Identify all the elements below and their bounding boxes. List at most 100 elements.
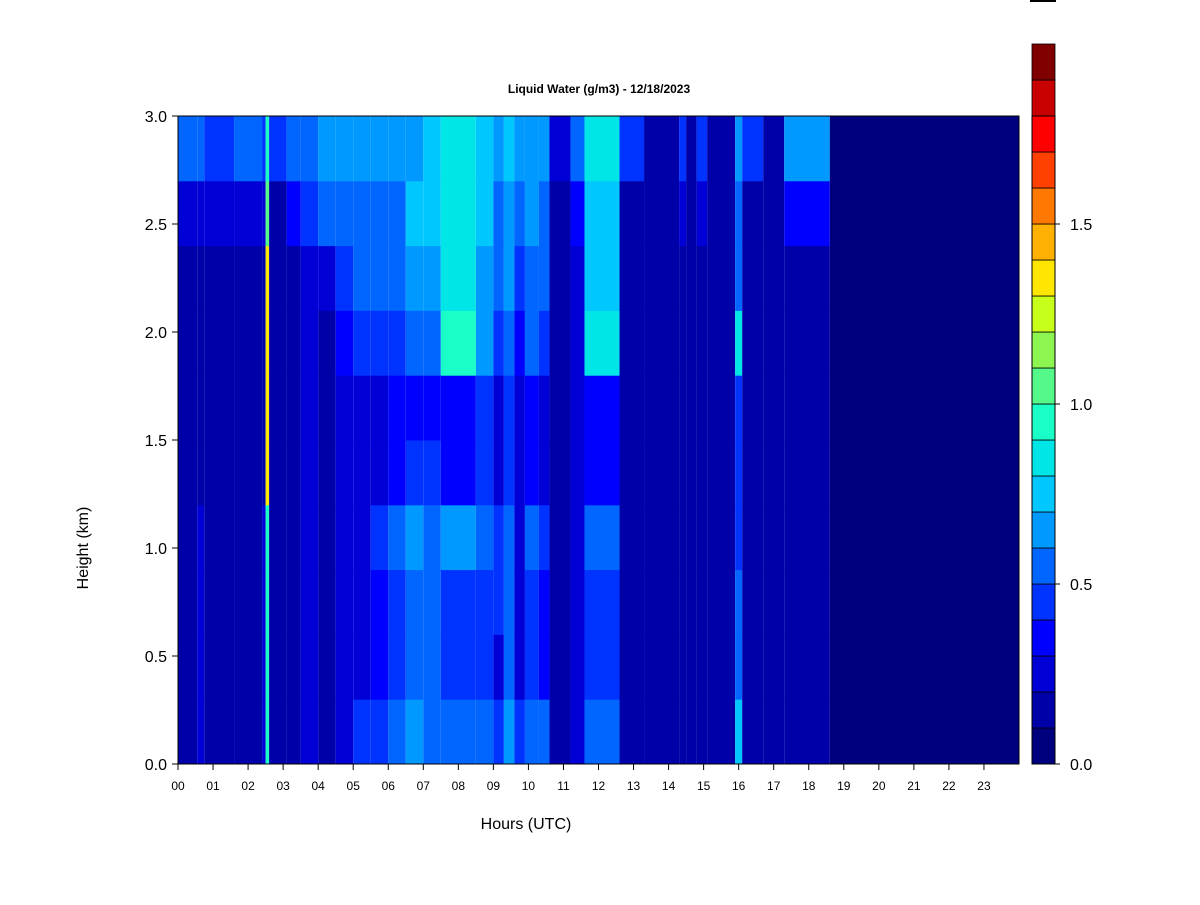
heatmap-cell bbox=[265, 245, 270, 311]
heatmap-cell bbox=[197, 699, 205, 765]
heatmap-cell bbox=[524, 180, 539, 247]
heatmap-cell bbox=[549, 116, 571, 182]
colorbar-swatch bbox=[1031, 43, 1056, 81]
heatmap-cell bbox=[538, 310, 550, 376]
heatmap-cell bbox=[524, 116, 539, 182]
heatmap-cell bbox=[318, 440, 336, 506]
heatmap-cell bbox=[644, 245, 680, 311]
heatmap-cell bbox=[549, 699, 571, 765]
heatmap-cell bbox=[503, 634, 515, 700]
heatmap-cell bbox=[514, 504, 525, 571]
heatmap-cell bbox=[570, 375, 585, 441]
heatmap-cell bbox=[538, 180, 550, 247]
heatmap-cell bbox=[405, 634, 424, 700]
heatmap-cell bbox=[763, 375, 785, 441]
heatmap-cell bbox=[353, 504, 371, 571]
heatmap-cell bbox=[262, 440, 266, 506]
heatmap-cell bbox=[335, 699, 354, 765]
heatmap-cell bbox=[679, 504, 687, 571]
heatmap-cell bbox=[370, 116, 389, 182]
heatmap-cell bbox=[742, 699, 764, 765]
heatmap-cell bbox=[423, 180, 441, 247]
heatmap-cell bbox=[514, 569, 525, 635]
heatmap-cell bbox=[262, 180, 266, 247]
heatmap-cell bbox=[493, 310, 504, 376]
heatmap-cell bbox=[286, 699, 301, 765]
heatmap-cell bbox=[388, 504, 406, 571]
heatmap-cell bbox=[493, 180, 504, 247]
heatmap-cell bbox=[234, 180, 263, 247]
heatmap-cell bbox=[269, 634, 287, 700]
x-tick-label: 04 bbox=[311, 779, 325, 793]
heatmap-cell bbox=[829, 375, 1019, 441]
heatmap-cell bbox=[829, 245, 1019, 311]
heatmap-cell bbox=[475, 569, 494, 635]
heatmap-cell bbox=[388, 699, 406, 765]
heatmap-cell bbox=[286, 116, 301, 182]
heatmap-cell bbox=[763, 504, 785, 571]
heatmap-cell bbox=[423, 310, 441, 376]
heatmap-cell bbox=[388, 634, 406, 700]
heatmap-cell bbox=[234, 504, 263, 571]
heatmap-cell bbox=[514, 116, 525, 182]
heatmap-cell bbox=[514, 245, 525, 311]
heatmap-cell bbox=[742, 504, 764, 571]
heatmap-cell bbox=[204, 245, 235, 311]
heatmap-cell bbox=[178, 440, 198, 506]
heatmap-cell bbox=[318, 375, 336, 441]
heatmap-cell bbox=[735, 116, 743, 182]
heatmap-cell bbox=[286, 504, 301, 571]
heatmap-cell bbox=[318, 310, 336, 376]
heatmap-cell bbox=[784, 180, 830, 247]
heatmap-cell bbox=[549, 504, 571, 571]
heatmap-cell bbox=[475, 245, 494, 311]
heatmap-cell bbox=[204, 440, 235, 506]
heatmap-cell bbox=[742, 375, 764, 441]
x-tick-label: 06 bbox=[382, 779, 396, 793]
heatmap-cell bbox=[742, 310, 764, 376]
heatmap-cell bbox=[584, 569, 620, 635]
heatmap-cell bbox=[178, 180, 198, 247]
heatmap-cell bbox=[735, 245, 743, 311]
heatmap-cell bbox=[549, 180, 571, 247]
heatmap-cell bbox=[829, 504, 1019, 571]
heatmap-cell bbox=[440, 245, 476, 311]
heatmap-cell bbox=[784, 245, 830, 311]
y-tick-label: 1.0 bbox=[145, 541, 167, 558]
heatmap-cell bbox=[204, 634, 235, 700]
heatmap-cell bbox=[335, 634, 354, 700]
heatmap-cell bbox=[335, 180, 354, 247]
x-tick-label: 15 bbox=[697, 779, 711, 793]
x-tick-label: 03 bbox=[276, 779, 290, 793]
heatmap-cell bbox=[570, 180, 585, 247]
heatmap-cell bbox=[262, 634, 266, 700]
x-tick-label: 07 bbox=[417, 779, 431, 793]
colorbar-swatch bbox=[1031, 691, 1056, 729]
heatmap-cell bbox=[265, 310, 270, 376]
colorbar-swatch bbox=[1031, 115, 1056, 153]
heatmap-cell bbox=[269, 180, 287, 247]
heatmap-cell bbox=[269, 504, 287, 571]
heatmap-cell bbox=[686, 569, 697, 635]
heatmap-cell bbox=[269, 375, 287, 441]
chart-title: Liquid Water (g/m3) - 12/18/2023 bbox=[508, 82, 691, 96]
heatmap-cell bbox=[707, 310, 736, 376]
heatmap-cell bbox=[742, 245, 764, 311]
heatmap-cell bbox=[370, 180, 389, 247]
heatmap-cell bbox=[388, 245, 406, 311]
heatmap-cell bbox=[696, 116, 708, 182]
heatmap-cell bbox=[644, 116, 680, 182]
colorbar-swatch bbox=[1031, 439, 1056, 477]
heatmap-cell bbox=[178, 245, 198, 311]
heatmap-cell bbox=[423, 116, 441, 182]
heatmap-cell bbox=[204, 699, 235, 765]
heatmap-cell bbox=[405, 504, 424, 571]
heatmap-cell bbox=[353, 375, 371, 441]
heatmap-cell bbox=[584, 634, 620, 700]
heatmap-cell bbox=[197, 180, 205, 247]
colorbar-swatch bbox=[1031, 187, 1056, 225]
heatmap-cell bbox=[549, 310, 571, 376]
heatmap-cell bbox=[742, 440, 764, 506]
heatmap-cell bbox=[570, 245, 585, 311]
